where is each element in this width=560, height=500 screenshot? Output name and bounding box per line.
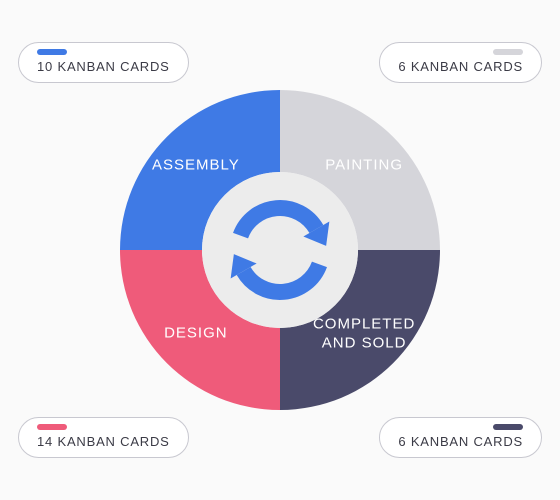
- card-count-painting-label: 6 KANBAN CARDS: [398, 59, 523, 74]
- donut-svg: [120, 90, 440, 410]
- kanban-donut-chart: ASSEMBLYPAINTINGCOMPLETEDAND SOLDDESIGN: [120, 90, 440, 410]
- card-count-completed: 6 KANBAN CARDS: [379, 417, 542, 458]
- tick-completed: [493, 424, 523, 430]
- donut-inner-circle: [202, 172, 358, 328]
- tick-painting: [493, 49, 523, 55]
- tick-design: [37, 424, 67, 430]
- card-count-completed-label: 6 KANBAN CARDS: [398, 434, 523, 449]
- card-count-painting: 6 KANBAN CARDS: [379, 42, 542, 83]
- card-count-design-label: 14 KANBAN CARDS: [37, 434, 170, 449]
- tick-assembly: [37, 49, 67, 55]
- card-count-assembly-label: 10 KANBAN CARDS: [37, 59, 170, 74]
- card-count-assembly: 10 KANBAN CARDS: [18, 42, 189, 83]
- card-count-design: 14 KANBAN CARDS: [18, 417, 189, 458]
